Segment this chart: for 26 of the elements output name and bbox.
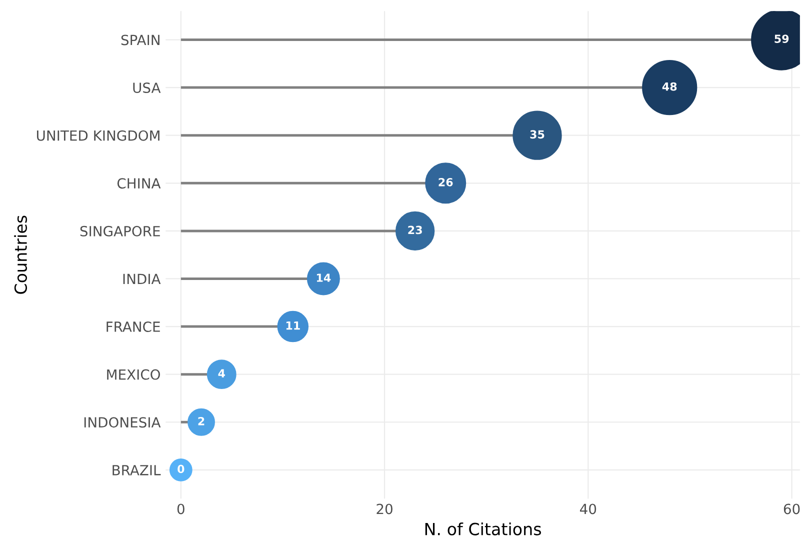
data-label: 59: [774, 34, 789, 43]
x-tick-label: 60: [784, 504, 800, 514]
x-tick-label: 40: [580, 504, 596, 514]
data-label: 11: [286, 322, 300, 330]
y-tick-label: SPAIN: [121, 34, 160, 46]
y-tick-label: MEXICO: [107, 369, 160, 380]
y-tick-label: FRANCE: [106, 322, 160, 332]
y-axis-title: Countries: [14, 216, 28, 294]
data-label: 48: [662, 82, 677, 91]
data-label: 23: [408, 226, 422, 234]
data-label: 35: [530, 130, 544, 139]
data-label: 26: [438, 178, 453, 186]
data-label: 0: [178, 464, 184, 474]
y-tick-label: USA: [133, 82, 161, 94]
data-label: 4: [218, 369, 225, 378]
y-tick-label: CHINA: [117, 178, 161, 189]
data-label: 14: [316, 274, 331, 282]
x-axis-title: N. of Citations: [425, 522, 541, 536]
x-tick-label: 0: [177, 504, 184, 514]
y-tick-label: INDONESIA: [84, 417, 161, 428]
y-tick-label: SINGAPORE: [80, 226, 160, 236]
y-tick-label: BRAZIL: [112, 465, 161, 476]
y-tick-label: INDIA: [123, 274, 161, 284]
x-tick-label: 20: [376, 504, 392, 514]
data-label: 2: [198, 416, 204, 426]
y-tick-label: UNITED KINGDOM: [36, 130, 160, 141]
